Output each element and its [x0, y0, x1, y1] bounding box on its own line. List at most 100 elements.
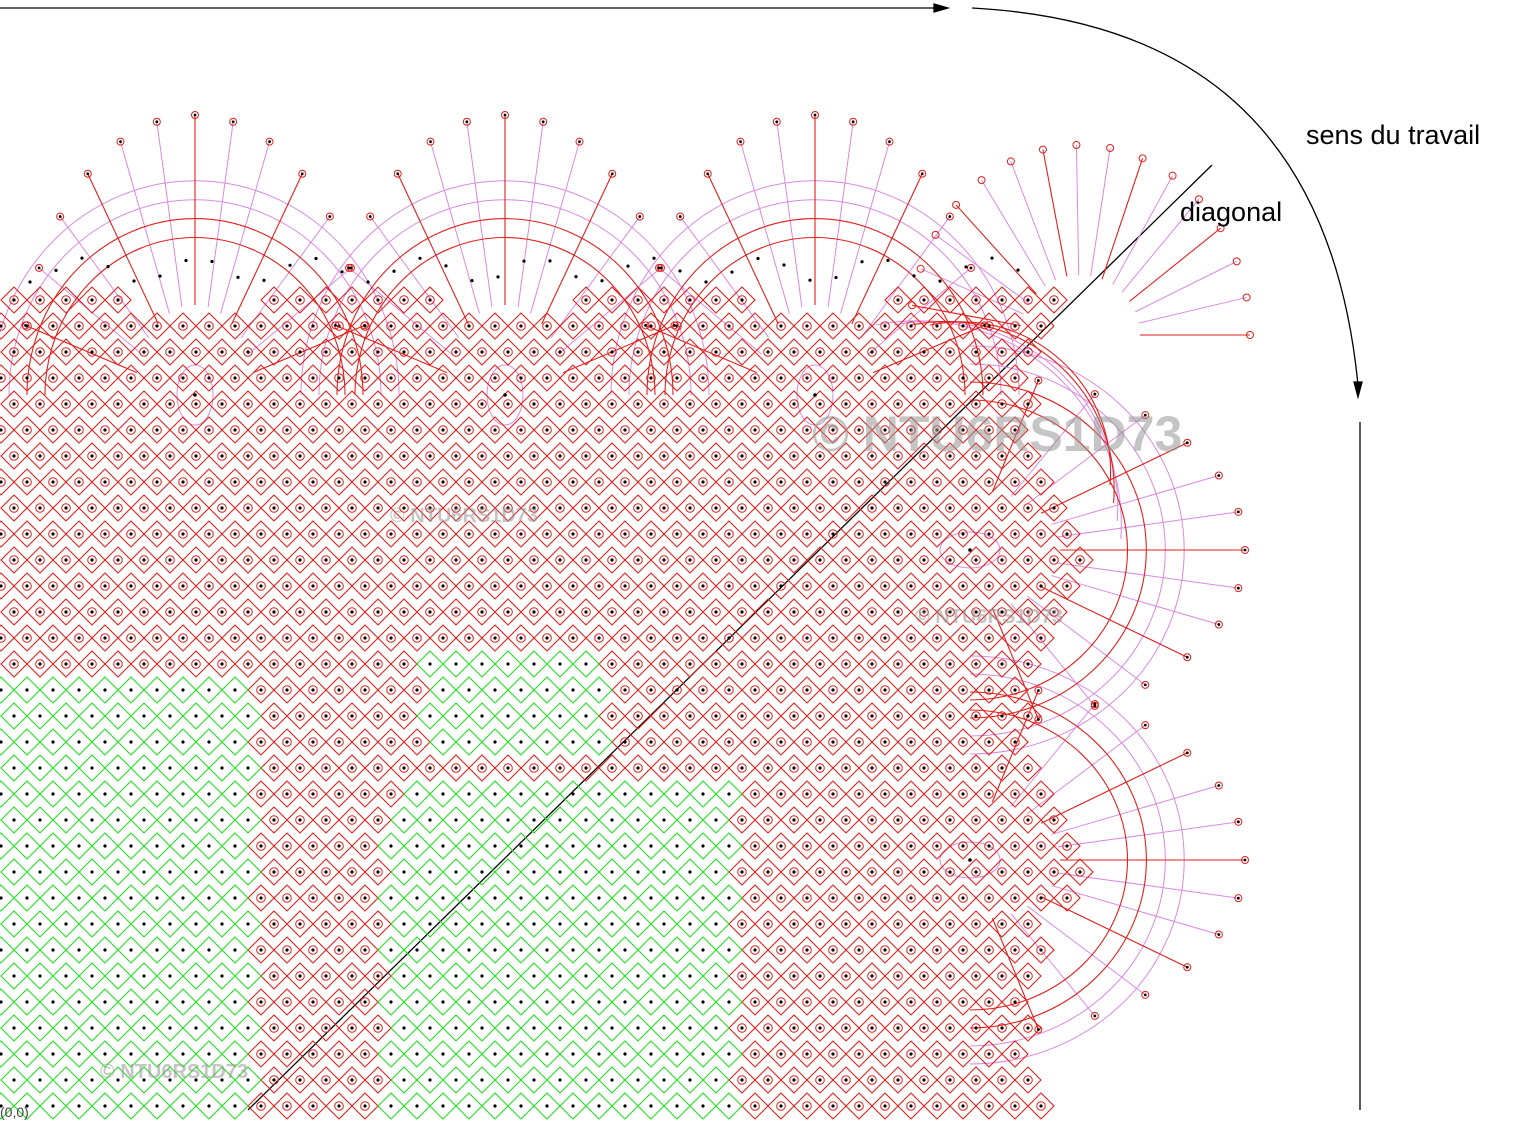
ground-cell: [13, 520, 41, 548]
pin-dot: [532, 870, 536, 874]
pin-dot: [727, 844, 731, 848]
pin-ring: [321, 607, 331, 617]
pin-ring: [893, 763, 903, 773]
ground-cell: [1001, 780, 1029, 808]
pin-dot: [792, 402, 796, 406]
pin-ring: [607, 711, 617, 721]
pin-dot: [337, 428, 341, 432]
ground-cell: [936, 390, 964, 418]
cloth-cell: [663, 1092, 691, 1120]
pin-dot: [311, 948, 315, 952]
pin-ring: [659, 555, 669, 565]
ground-cell: [260, 390, 288, 418]
ground-cell: [988, 390, 1016, 418]
ground-cell: [1001, 520, 1029, 548]
pin-dot: [155, 376, 159, 380]
ground-cell: [546, 494, 574, 522]
cloth-cell: [403, 936, 431, 964]
cloth-cell: [585, 728, 613, 756]
pin-dot: [298, 506, 302, 510]
pin-dot: [688, 402, 692, 406]
ground-cell: [494, 546, 522, 574]
pin-dot: [649, 844, 653, 848]
cloth-cell: [637, 1040, 665, 1068]
fan-ray: [87, 173, 159, 325]
ground-cell: [325, 1040, 353, 1068]
ground-cell: [936, 754, 964, 782]
pin-dot: [584, 818, 588, 822]
cloth-cell: [117, 1092, 145, 1120]
pin-ring: [971, 1075, 981, 1085]
pin-ring: [295, 607, 305, 617]
pin-dot: [545, 324, 549, 328]
ground-cell: [897, 728, 925, 756]
ground-cell: [1027, 312, 1055, 340]
cloth-cell: [481, 936, 509, 964]
right-pin-ring: [1234, 894, 1243, 903]
pin-ring: [295, 1075, 305, 1085]
pin-dot: [246, 818, 250, 822]
right-pin-dot: [1217, 623, 1221, 626]
ground-cell: [871, 936, 899, 964]
cloth-cell: [481, 728, 509, 756]
ground-cell: [884, 1014, 912, 1042]
pin-dot: [883, 844, 887, 848]
pin-dot: [896, 558, 900, 562]
ground-cell: [1040, 286, 1068, 314]
ground-cell: [1014, 910, 1042, 938]
pin-ring: [321, 867, 331, 877]
corner-pin-ring: [977, 176, 986, 185]
pin-dot: [506, 818, 510, 822]
pin-dot: [493, 896, 497, 900]
pin-ring: [711, 659, 721, 669]
pin-dot: [805, 1052, 809, 1056]
pin-dot: [623, 636, 627, 640]
ground-cell: [156, 546, 184, 574]
pin-dot: [311, 740, 315, 744]
pin-ring: [412, 425, 422, 435]
pin-ring: [659, 763, 669, 773]
ground-cell: [533, 416, 561, 444]
pin-dot: [207, 324, 211, 328]
headside-pin: [834, 275, 838, 280]
ground-cell: [351, 416, 379, 444]
ground-cell: [325, 468, 353, 496]
pin-dot: [155, 480, 159, 484]
right-pin-ring: [1090, 390, 1099, 399]
ground-cell: [754, 910, 782, 938]
pin-ring: [334, 1049, 344, 1059]
pin-dot: [285, 844, 289, 848]
ground-cell: [338, 702, 366, 730]
pin-dot: [493, 1104, 497, 1108]
pin-dot: [844, 662, 848, 666]
pin-ring: [243, 555, 253, 565]
pin-ring: [841, 1075, 851, 1085]
pin-dot: [441, 428, 445, 432]
pin-dot: [350, 610, 354, 614]
pin-dot: [649, 1104, 653, 1108]
pin-dot: [519, 1000, 523, 1004]
ground-cell: [988, 754, 1016, 782]
pin-ring: [854, 945, 864, 955]
ground-cell: [182, 650, 210, 678]
pin-dot: [0, 532, 3, 536]
pin-ring: [542, 633, 552, 643]
pin-dot: [1026, 870, 1030, 874]
right-pin-ring: [1234, 507, 1243, 516]
pin-ring: [373, 1023, 383, 1033]
ground-cell: [286, 442, 314, 470]
pin-ring: [126, 373, 136, 383]
pin-ring: [373, 711, 383, 721]
right-fan-ray: [1040, 752, 1188, 824]
ground-cell: [299, 728, 327, 756]
ground-cell: [1027, 520, 1055, 548]
cloth-cell: [546, 858, 574, 886]
ground-cell: [897, 468, 925, 496]
pin-dot: [77, 948, 81, 952]
pin-ring: [269, 919, 279, 929]
pin-dot: [38, 714, 42, 718]
pin-dot: [675, 1000, 679, 1004]
cloth-cell: [663, 780, 691, 808]
pin-dot: [987, 1052, 991, 1056]
pin-dot: [922, 662, 926, 666]
